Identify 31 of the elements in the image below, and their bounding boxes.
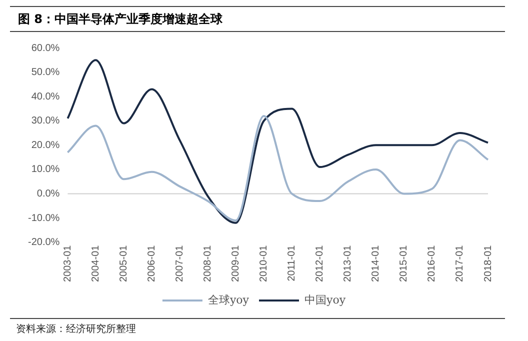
y-tick-label: 20.0% [31, 140, 60, 151]
x-tick-label: 2006-01 [146, 244, 158, 282]
x-tick-label: 2008-01 [202, 244, 214, 282]
legend-label: 中国yoy [304, 293, 346, 306]
x-tick-label: 2010-01 [258, 244, 270, 282]
x-tick-label: 2013-01 [342, 244, 354, 282]
x-tick-label: 2015-01 [398, 244, 410, 282]
x-tick-label: 2007-01 [174, 244, 186, 282]
y-tick-label: 30.0% [31, 116, 60, 127]
line-series [66, 115, 489, 222]
x-tick-label: 2017-01 [454, 244, 466, 282]
x-tick-label: 2005-01 [118, 244, 130, 282]
x-tick-label: 2012-01 [314, 244, 326, 282]
x-tick-label: 2003-01 [62, 244, 74, 282]
x-tick-label: 2018-01 [482, 244, 494, 282]
chart-title: 图 8：中国半导体产业季度增速超全球 [10, 6, 505, 32]
x-tick-label: 2009-01 [230, 244, 242, 282]
x-tick-label: 2014-01 [370, 244, 382, 282]
line-series [66, 59, 489, 224]
y-tick-label: 60.0% [31, 42, 60, 54]
y-tick-label: 40.0% [31, 91, 60, 102]
x-tick-label: 2011-01 [286, 244, 298, 282]
y-tick-label: -20.0% [28, 237, 60, 248]
y-tick-label: 10.0% [31, 164, 60, 176]
text: 资料来源：经济研究所整理 [10, 318, 505, 339]
y-tick-label: -10.0% [28, 212, 60, 224]
legend-label: 全球yoy [208, 293, 250, 306]
y-tick-label: 50.0% [31, 67, 60, 78]
y-tick-label: 0.0% [36, 188, 60, 200]
x-tick-label: 2016-01 [426, 244, 438, 282]
x-tick-label: 2004-01 [90, 244, 102, 282]
